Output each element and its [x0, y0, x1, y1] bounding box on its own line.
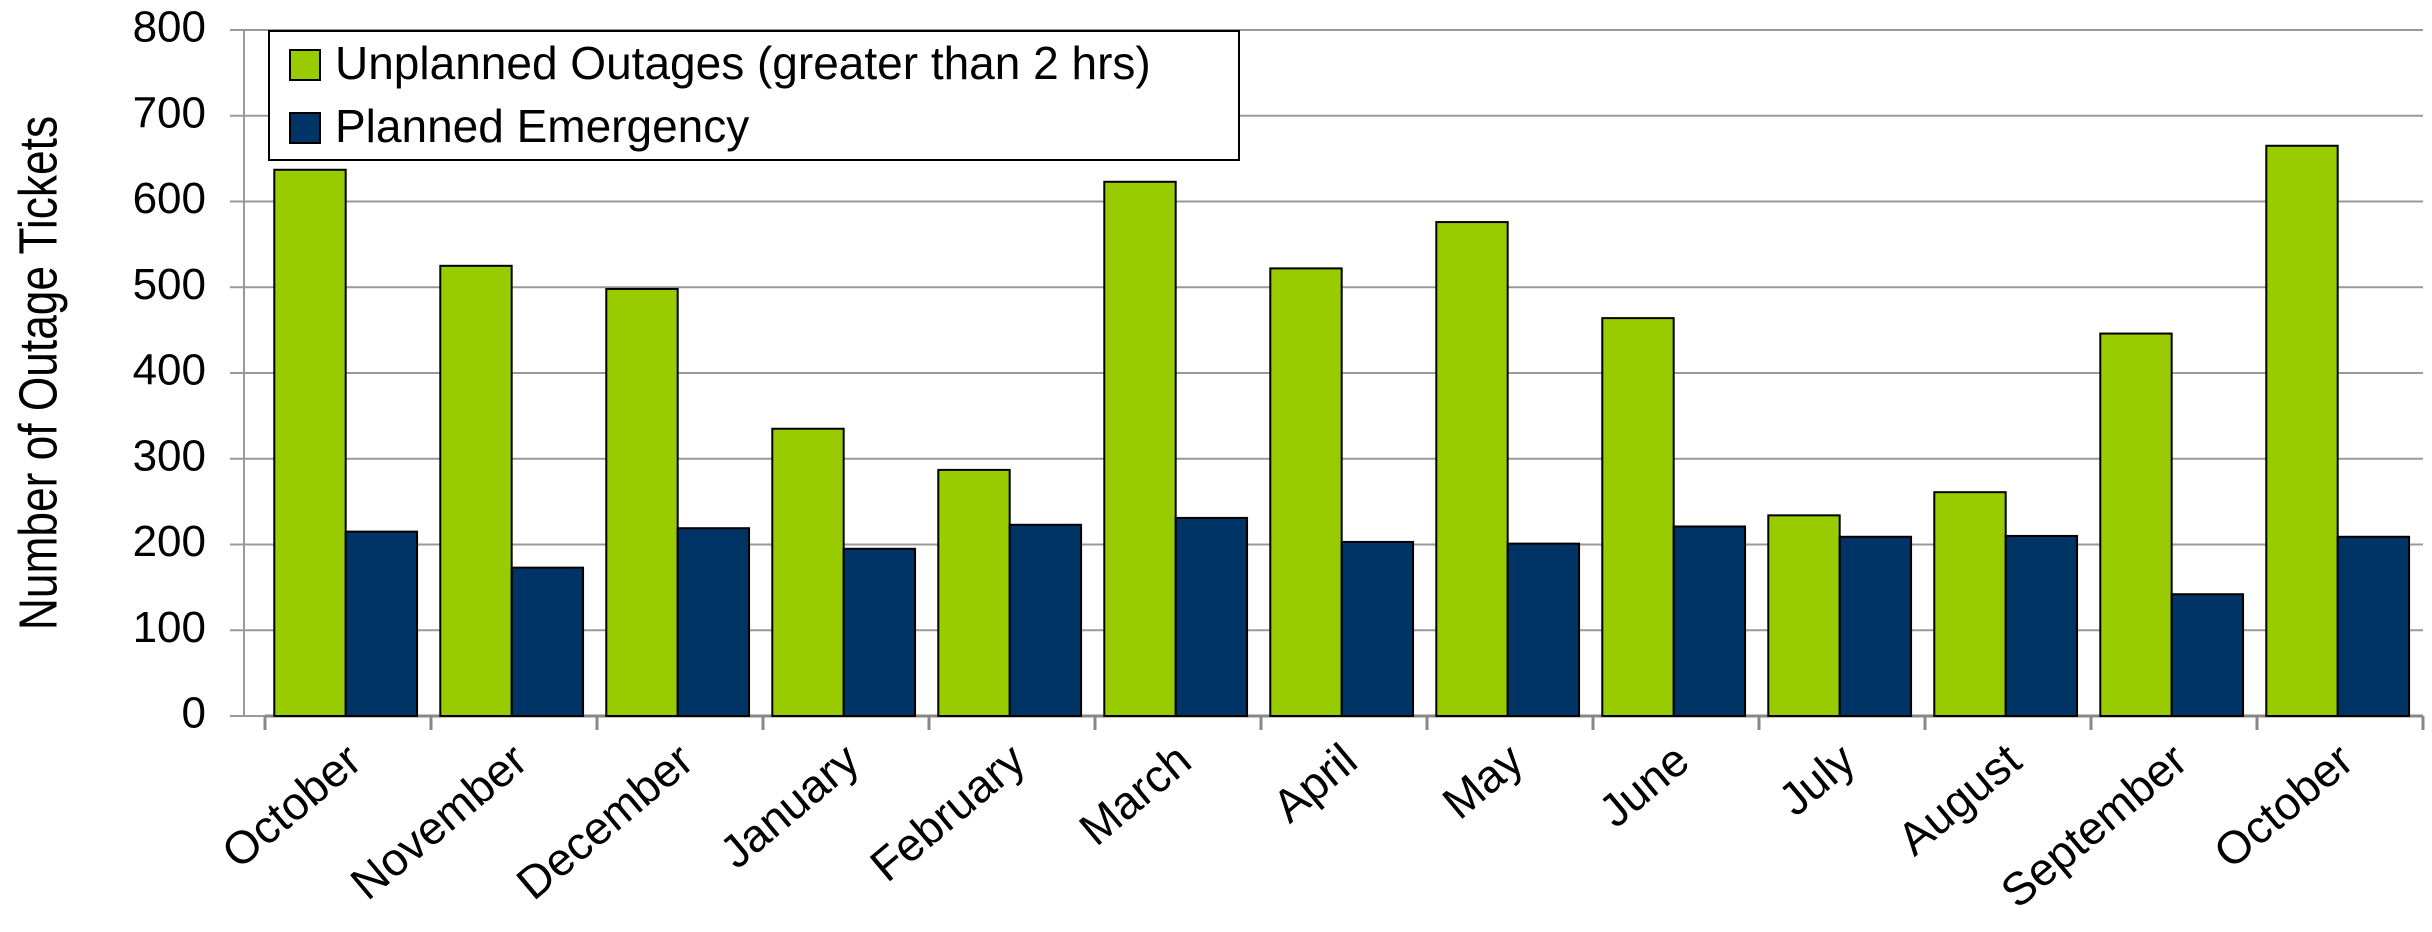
x-tick-label: November	[341, 733, 537, 909]
x-tick-label: October	[212, 733, 371, 878]
bar	[1838, 535, 1913, 717]
y-tick-label: 200	[133, 517, 206, 566]
y-tick-label: 700	[133, 88, 206, 137]
bar	[937, 468, 1011, 717]
bar	[1269, 267, 1343, 717]
bar	[676, 527, 751, 718]
bar	[1174, 516, 1249, 717]
bar	[842, 547, 917, 717]
bar	[1506, 542, 1581, 718]
bar	[2265, 144, 2339, 717]
y-tick-label: 0	[182, 689, 206, 738]
x-tick-label: May	[1433, 733, 1533, 829]
bar	[2099, 332, 2173, 717]
bar	[2004, 534, 2079, 717]
y-tick-label: 800	[133, 3, 206, 52]
bar	[771, 427, 845, 717]
bar	[605, 287, 679, 717]
y-axis-label: Number of Outage Tickets	[8, 116, 68, 630]
x-tick-label: June	[1589, 733, 1699, 837]
legend-label: Unplanned Outages (greater than 2 hrs)	[335, 37, 1151, 89]
y-tick-label: 400	[133, 346, 206, 395]
legend-label: Planned Emergency	[335, 100, 749, 152]
y-tick-label: 300	[133, 431, 206, 480]
bar	[1672, 525, 1747, 717]
bar	[1435, 221, 1509, 718]
bar	[344, 530, 419, 718]
x-tick-label: February	[860, 733, 1034, 891]
bar	[1103, 180, 1177, 717]
x-tick-label: October	[2204, 733, 2363, 878]
bar	[2336, 535, 2411, 717]
y-tick-label: 500	[133, 260, 206, 309]
bar	[439, 264, 513, 717]
bar	[2170, 593, 2245, 717]
bar	[1601, 317, 1675, 717]
x-tick-label: July	[1768, 733, 1864, 825]
legend-box	[268, 30, 1240, 161]
bar	[1767, 514, 1841, 717]
x-tick-label: December	[507, 733, 703, 909]
bar	[273, 168, 347, 717]
legend-swatch	[289, 112, 321, 144]
y-tick-label: 100	[133, 603, 206, 652]
bar	[1008, 523, 1083, 718]
x-tick-label: April	[1263, 733, 1367, 832]
x-tick-label: August	[1887, 733, 2030, 865]
y-tick-label: 600	[133, 174, 206, 223]
x-tick-label: January	[710, 733, 869, 878]
bar	[1340, 540, 1415, 717]
legend-swatch	[289, 49, 321, 81]
x-tick-label: September	[1991, 733, 2197, 917]
bar	[1933, 491, 2007, 717]
x-tick-label: March	[1069, 733, 1200, 855]
bar	[510, 566, 585, 718]
